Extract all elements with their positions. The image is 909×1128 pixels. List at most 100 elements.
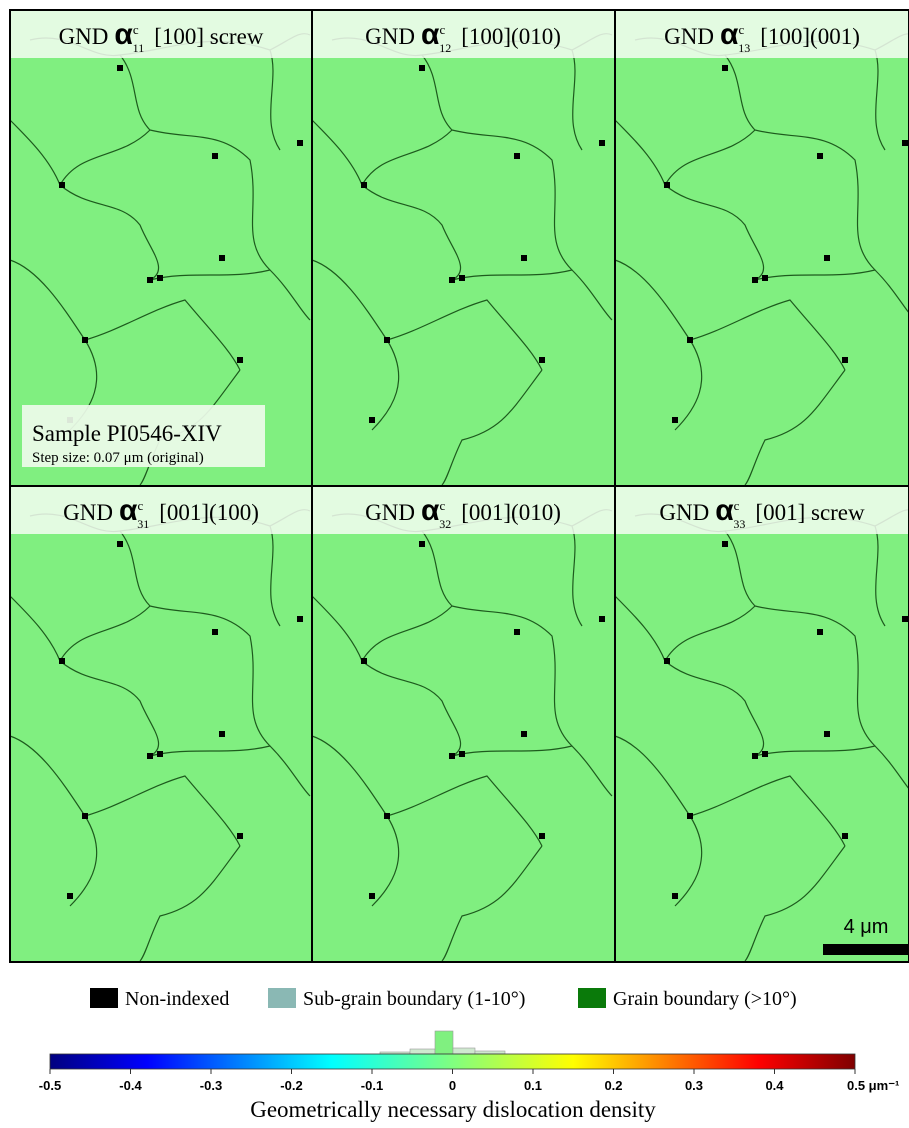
title-suffix: [100] screw bbox=[154, 24, 264, 49]
non-indexed bbox=[687, 337, 693, 343]
non-indexed bbox=[82, 813, 88, 819]
non-indexed bbox=[237, 833, 243, 839]
non-indexed bbox=[842, 357, 848, 363]
non-indexed bbox=[369, 893, 375, 899]
title-sub: 12 bbox=[439, 41, 451, 55]
non-indexed bbox=[824, 255, 830, 261]
title-sub: 33 bbox=[733, 517, 745, 531]
map-background bbox=[615, 10, 909, 486]
title-prefix: GND bbox=[365, 500, 415, 525]
scale-bar-label: 4 μm bbox=[844, 916, 889, 938]
non-indexed bbox=[67, 893, 73, 899]
non-indexed bbox=[361, 658, 367, 664]
non-indexed bbox=[599, 140, 605, 146]
non-indexed bbox=[687, 813, 693, 819]
non-indexed bbox=[212, 153, 218, 159]
title-sub: 13 bbox=[738, 41, 750, 55]
title-symbol: α bbox=[715, 494, 734, 527]
title-suffix: [001](010) bbox=[461, 500, 561, 525]
page: GNDαc11[100] screwGNDαc12[100](010)GNDαc… bbox=[0, 0, 909, 1128]
non-indexed bbox=[59, 658, 65, 664]
non-indexed bbox=[817, 153, 823, 159]
title-sup: c bbox=[734, 498, 740, 513]
title-prefix: GND bbox=[59, 24, 109, 49]
non-indexed bbox=[599, 616, 605, 622]
legend-label: Non-indexed bbox=[125, 988, 229, 1010]
non-indexed bbox=[514, 153, 520, 159]
title-suffix: [100](010) bbox=[461, 24, 561, 49]
non-indexed bbox=[514, 629, 520, 635]
title-suffix: [001] screw bbox=[755, 500, 865, 525]
title-sup: c bbox=[738, 22, 744, 37]
non-indexed bbox=[752, 753, 758, 759]
colorbar-tick-label: 0 bbox=[449, 1078, 456, 1093]
non-indexed bbox=[722, 65, 728, 71]
non-indexed bbox=[722, 541, 728, 547]
non-indexed bbox=[762, 751, 768, 757]
title-sub: 32 bbox=[439, 517, 451, 531]
title-sub: 31 bbox=[137, 517, 149, 531]
title-prefix: GND bbox=[365, 24, 415, 49]
colorbar-tick-label: 0.5 μm⁻¹ bbox=[847, 1078, 899, 1093]
non-indexed bbox=[902, 616, 908, 622]
legend-label: Sub-grain boundary (1-10°) bbox=[303, 988, 525, 1010]
title-prefix: GND bbox=[63, 500, 113, 525]
title-sup: c bbox=[133, 22, 139, 37]
non-indexed bbox=[219, 731, 225, 737]
non-indexed bbox=[147, 277, 153, 283]
title-symbol: α bbox=[119, 494, 138, 527]
colorbar-tick-label: -0.3 bbox=[200, 1078, 222, 1093]
colorbar-tick-label: -0.5 bbox=[39, 1078, 61, 1093]
title-symbol: α bbox=[421, 494, 440, 527]
non-indexed bbox=[842, 833, 848, 839]
colorbar-tick-label: -0.4 bbox=[119, 1078, 142, 1093]
sample-name: Sample PI0546-XIV bbox=[32, 421, 222, 446]
title-suffix: [001](100) bbox=[159, 500, 259, 525]
scale-bar bbox=[823, 944, 909, 955]
non-indexed bbox=[419, 541, 425, 547]
non-indexed bbox=[147, 753, 153, 759]
non-indexed bbox=[419, 65, 425, 71]
non-indexed bbox=[212, 629, 218, 635]
figure: GNDαc11[100] screwGNDαc12[100](010)GNDαc… bbox=[0, 0, 909, 1128]
title-sup: c bbox=[439, 22, 445, 37]
histogram bbox=[380, 1031, 505, 1054]
non-indexed bbox=[521, 731, 527, 737]
gnd-map: GNDαc 32 [001](010) bbox=[312, 486, 614, 962]
non-indexed bbox=[539, 833, 545, 839]
colorbar-tick-label: 0.4 bbox=[765, 1078, 784, 1093]
gnd-map: GNDαc 33 [001] screw bbox=[615, 486, 909, 962]
non-indexed bbox=[752, 277, 758, 283]
title-prefix: GND bbox=[664, 24, 714, 49]
title-sup: c bbox=[439, 498, 445, 513]
non-indexed bbox=[369, 417, 375, 423]
title-symbol: α bbox=[114, 18, 133, 51]
non-indexed bbox=[82, 337, 88, 343]
non-indexed bbox=[219, 255, 225, 261]
title-prefix: GND bbox=[659, 500, 709, 525]
legend-label: Grain boundary (>10°) bbox=[613, 988, 797, 1010]
non-indexed bbox=[384, 337, 390, 343]
non-indexed bbox=[459, 275, 465, 281]
non-indexed bbox=[539, 357, 545, 363]
non-indexed bbox=[817, 629, 823, 635]
map-background bbox=[615, 486, 909, 962]
legend-swatch bbox=[268, 988, 296, 1008]
map-background bbox=[312, 486, 614, 962]
title-symbol: α bbox=[720, 18, 739, 51]
colorbar-tick-label: -0.1 bbox=[361, 1078, 383, 1093]
title-symbol: α bbox=[421, 18, 440, 51]
non-indexed bbox=[297, 616, 303, 622]
title-suffix: [100](001) bbox=[760, 24, 860, 49]
non-indexed bbox=[157, 751, 163, 757]
non-indexed bbox=[762, 275, 768, 281]
non-indexed bbox=[664, 182, 670, 188]
map-background bbox=[312, 10, 614, 486]
step-size: Step size: 0.07 μm (original) bbox=[32, 450, 204, 466]
map-background bbox=[10, 486, 312, 962]
non-indexed bbox=[297, 140, 303, 146]
legend-swatch bbox=[578, 988, 606, 1008]
title-sup: c bbox=[137, 498, 143, 513]
